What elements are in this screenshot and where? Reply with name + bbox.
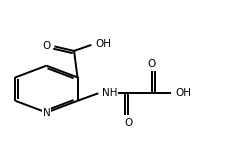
Text: NH: NH <box>102 88 117 98</box>
Text: O: O <box>42 41 50 51</box>
Text: O: O <box>147 59 156 69</box>
Text: N: N <box>43 107 50 118</box>
Text: OH: OH <box>175 88 191 98</box>
Text: O: O <box>124 118 132 128</box>
Text: OH: OH <box>95 39 112 49</box>
